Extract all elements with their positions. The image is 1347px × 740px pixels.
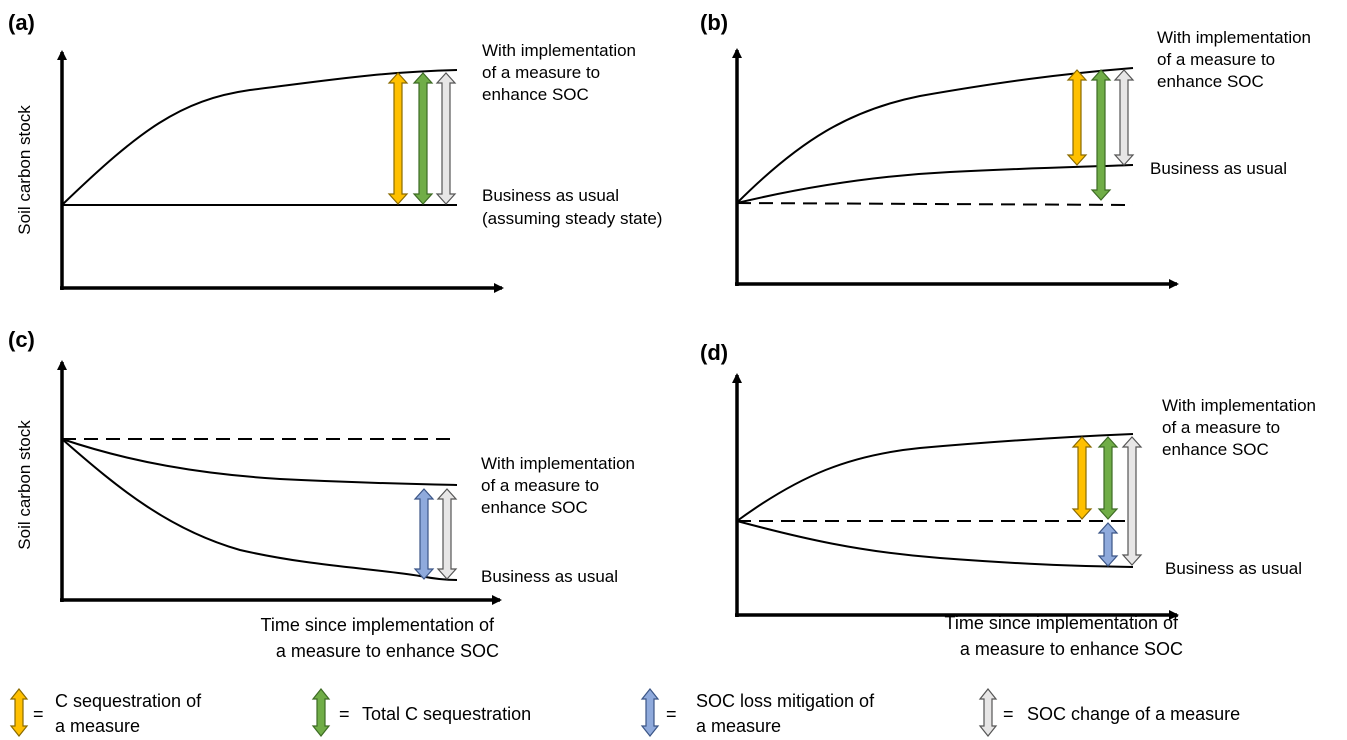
measure-label-d: With implementation of a measure to enha…	[1162, 396, 1321, 459]
bau-curve-d	[736, 520, 1134, 568]
panel-d-label: (d)	[700, 340, 728, 365]
arrow-soc-change	[1121, 436, 1143, 566]
legend-equals: =	[33, 704, 44, 724]
bau-label-d: Business as usual	[1165, 559, 1302, 578]
bau-curve-b	[736, 164, 1134, 204]
panel-b: (b) With implementation of a measure to …	[700, 10, 1316, 289]
legend-equals: =	[339, 704, 350, 724]
legend-swatch	[9, 688, 29, 737]
legend-label: SOC loss mitigation of a measure	[696, 691, 879, 736]
measure-curve-a	[61, 69, 458, 206]
arrow-c-sequestration	[1071, 436, 1093, 520]
legend-item-c-sequestration: = C sequestration of a measure	[9, 688, 206, 737]
measure-curve-b	[736, 67, 1134, 204]
x-axis-title-d: Time since implementation of a measure t…	[945, 613, 1183, 659]
legend-item-total-c-sequestration: = Total C sequestration	[311, 688, 531, 737]
panel-d: (d) With implementation of a measure to …	[700, 340, 1321, 659]
legend-equals: =	[1003, 704, 1014, 724]
arrow-soc-change	[436, 488, 458, 580]
arrow-c-sequestration	[1066, 69, 1088, 166]
bau-label-b: Business as usual	[1150, 159, 1287, 178]
measure-label-b: With implementation of a measure to enha…	[1157, 28, 1316, 91]
legend-item-soc-loss-mitigation: = SOC loss mitigation of a measure	[640, 688, 879, 737]
legend-swatch	[978, 688, 998, 737]
panel-a-label: (a)	[8, 10, 35, 35]
arrow-soc-change	[1113, 69, 1135, 166]
arrow-c-sequestration	[387, 72, 409, 205]
bau-label-c: Business as usual	[481, 567, 618, 586]
panel-b-label: (b)	[700, 10, 728, 35]
panel-a: (a) Soil carbon stock With implementatio…	[8, 10, 662, 293]
legend-label: SOC change of a measure	[1027, 704, 1240, 724]
bau-label-a: Business as usual (assuming steady state…	[482, 186, 662, 228]
measure-curve-d	[736, 433, 1134, 522]
arrow-soc-change	[435, 72, 457, 205]
y-axis-title-c: Soil carbon stock	[15, 420, 34, 550]
legend-swatch	[311, 688, 331, 737]
measure-curve-c	[61, 438, 458, 486]
legend-swatch	[640, 688, 660, 737]
panel-c-label: (c)	[8, 327, 35, 352]
x-axis-title-c: Time since implementation of a measure t…	[261, 615, 499, 661]
legend-label: Total C sequestration	[362, 704, 531, 724]
y-axis-title-a: Soil carbon stock	[15, 105, 34, 235]
arrow-total-c-sequestration	[1097, 436, 1119, 520]
arrow-soc-loss-mitigation	[1097, 522, 1119, 567]
legend: = C sequestration of a measure = Total C…	[9, 688, 1240, 737]
arrow-total-c-sequestration	[1090, 69, 1112, 201]
panel-c: (c) Soil carbon stock With implementatio…	[8, 327, 640, 661]
arrow-total-c-sequestration	[412, 72, 434, 205]
legend-item-soc-change: = SOC change of a measure	[978, 688, 1240, 737]
arrow-soc-loss-mitigation	[413, 488, 435, 580]
measure-label-a: With implementation of a measure to enha…	[482, 41, 641, 104]
baseline-dashed-b	[736, 202, 1134, 206]
legend-equals: =	[666, 704, 677, 724]
measure-label-c: With implementation of a measure to enha…	[481, 454, 640, 517]
legend-label: C sequestration of a measure	[55, 691, 206, 736]
bau-curve-c	[61, 438, 458, 581]
